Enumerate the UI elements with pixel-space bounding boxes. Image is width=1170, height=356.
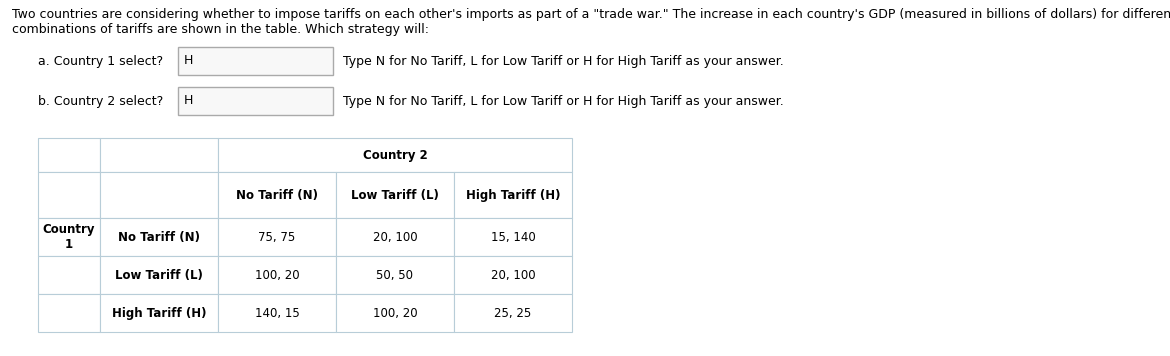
Bar	[336, 218, 454, 256]
Text: a. Country 1 select?: a. Country 1 select?	[37, 54, 163, 68]
Text: Two countries are considering whether to impose tariffs on each other's imports : Two countries are considering whether to…	[12, 8, 1170, 36]
Text: H: H	[184, 94, 193, 108]
Text: No Tariff (N): No Tariff (N)	[236, 188, 318, 201]
Text: Low Tariff (L): Low Tariff (L)	[351, 188, 439, 201]
Bar	[99, 172, 218, 218]
Text: Type N for No Tariff, L for Low Tariff or H for High Tariff as your answer.: Type N for No Tariff, L for Low Tariff o…	[343, 54, 784, 68]
Text: 140, 15: 140, 15	[255, 307, 300, 319]
Text: Low Tariff (L): Low Tariff (L)	[115, 268, 202, 282]
Bar	[454, 294, 572, 332]
Bar	[37, 218, 99, 256]
Bar	[336, 256, 454, 294]
Bar	[454, 172, 572, 218]
Text: High Tariff (H): High Tariff (H)	[466, 188, 560, 201]
Text: 20, 100: 20, 100	[373, 230, 418, 244]
Text: 100, 20: 100, 20	[373, 307, 418, 319]
Text: H: H	[184, 54, 193, 68]
Bar	[218, 172, 336, 218]
Bar	[37, 138, 99, 172]
Bar	[99, 256, 218, 294]
Bar	[178, 87, 333, 115]
Text: 100, 20: 100, 20	[255, 268, 300, 282]
Bar	[178, 47, 333, 75]
Bar	[99, 294, 218, 332]
Text: 25, 25: 25, 25	[495, 307, 531, 319]
Bar	[37, 172, 99, 218]
Bar	[218, 138, 572, 172]
Bar	[99, 218, 218, 256]
Text: 50, 50: 50, 50	[377, 268, 413, 282]
Text: No Tariff (N): No Tariff (N)	[118, 230, 200, 244]
Bar	[99, 138, 218, 172]
Bar	[454, 218, 572, 256]
Bar	[218, 218, 336, 256]
Text: 75, 75: 75, 75	[259, 230, 296, 244]
Bar	[37, 256, 99, 294]
Bar	[336, 172, 454, 218]
Bar	[336, 294, 454, 332]
Text: Country 2: Country 2	[363, 148, 427, 162]
Bar	[218, 256, 336, 294]
Text: High Tariff (H): High Tariff (H)	[112, 307, 206, 319]
Text: b. Country 2 select?: b. Country 2 select?	[37, 94, 164, 108]
Text: 15, 140: 15, 140	[490, 230, 536, 244]
Bar	[218, 294, 336, 332]
Bar	[37, 294, 99, 332]
Text: Type N for No Tariff, L for Low Tariff or H for High Tariff as your answer.: Type N for No Tariff, L for Low Tariff o…	[343, 94, 784, 108]
Text: 20, 100: 20, 100	[490, 268, 536, 282]
Text: Country
1: Country 1	[43, 223, 95, 251]
Bar	[454, 256, 572, 294]
